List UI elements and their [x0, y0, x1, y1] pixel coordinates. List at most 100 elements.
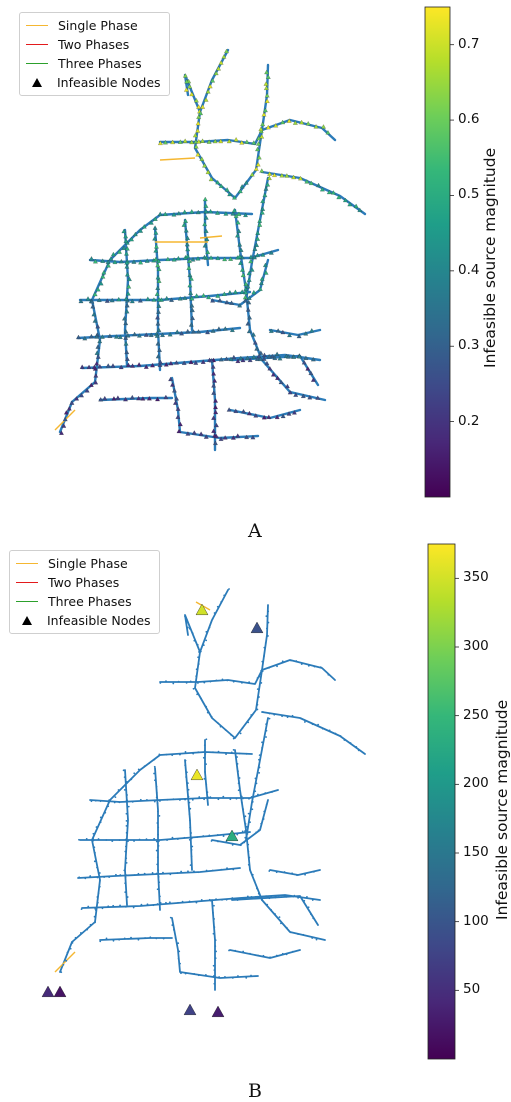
network-node [230, 751, 233, 754]
network-node [250, 795, 253, 798]
network-node [263, 655, 265, 657]
infeasible-node-marker [111, 396, 117, 401]
infeasible-node-marker [155, 262, 161, 268]
network-node [190, 832, 193, 834]
colorbar [424, 6, 451, 498]
network-node [215, 950, 217, 953]
infeasible-node-marker [109, 297, 115, 303]
infeasible-node-marker [177, 421, 183, 427]
network-node [265, 736, 267, 738]
infeasible-node-marker [201, 292, 206, 298]
infeasible-node-marker [226, 407, 232, 412]
network-node [188, 838, 191, 841]
network-node [153, 758, 156, 761]
network-node [92, 839, 95, 842]
network-node [209, 796, 212, 799]
network-node [205, 639, 208, 642]
infeasible-node-marker [241, 409, 246, 414]
network-node [280, 896, 283, 899]
feeder-line [230, 354, 320, 387]
infeasible-node-marker [309, 328, 315, 333]
infeasible-node-marker [192, 132, 198, 138]
colorbar-tick-label: 50 [463, 981, 481, 998]
network-node [203, 750, 206, 752]
network-node [159, 895, 161, 898]
network-node [231, 897, 234, 899]
infeasible-node-marker [255, 146, 260, 152]
network-node [216, 605, 219, 608]
network-node [191, 845, 194, 848]
network-node [217, 750, 220, 753]
infeasible-node-marker [190, 307, 195, 313]
infeasible-node-marker [202, 196, 208, 202]
infeasible-node-marker [218, 183, 224, 188]
network-node [65, 959, 68, 962]
network-node [172, 928, 175, 931]
network-node [212, 911, 214, 914]
infeasible-node-marker [98, 281, 104, 286]
legend-label: Two Phases [58, 37, 130, 52]
network-node [155, 872, 158, 875]
infeasible-node-marker [238, 355, 244, 361]
network-node [283, 871, 286, 873]
infeasible-node-marker [205, 169, 211, 174]
network-node [177, 680, 180, 683]
infeasible-node-marker [130, 363, 135, 368]
network-node [203, 777, 206, 780]
triangle-icon [22, 616, 32, 625]
network-node [124, 845, 127, 848]
infeasible-node-marker [218, 60, 224, 65]
infeasible-node-marker [260, 121, 265, 127]
network-node [118, 801, 121, 804]
infeasible-node-marker [193, 98, 199, 103]
infeasible-node-marker [245, 284, 251, 289]
feeder-line [184, 614, 201, 653]
network-node [137, 872, 140, 875]
network-node [186, 619, 188, 622]
infeasible-node-marker [224, 299, 230, 305]
network-node [218, 976, 221, 978]
infeasible-node-marker [285, 383, 290, 389]
infeasible-node-marker [193, 144, 199, 149]
infeasible-node-marker [202, 221, 208, 227]
infeasible-node-marker [141, 224, 147, 229]
network-node [85, 837, 88, 840]
network-node [197, 663, 200, 665]
infeasible-node-marker [200, 138, 205, 143]
network-node [124, 891, 127, 894]
network-node [249, 821, 251, 824]
infeasible-node-marker [255, 230, 261, 235]
legend-label: Infeasible Nodes [47, 613, 151, 628]
infeasible-node-marker [185, 431, 191, 436]
infeasible-node-marker [203, 434, 209, 439]
network-node [245, 752, 248, 755]
network-node [188, 900, 191, 903]
infeasible-node-marker [147, 396, 152, 401]
infeasible-node-marker [258, 356, 263, 361]
network-node [80, 908, 83, 911]
network-node [124, 838, 127, 841]
network-node [89, 923, 92, 926]
legend-item-single-phase: Single Phase [26, 16, 161, 35]
infeasible-node-marker [154, 333, 160, 338]
infeasible-node-marker [279, 173, 285, 178]
infeasible-node-marker [195, 209, 201, 215]
feeder-line [193, 48, 270, 200]
network-node [270, 895, 273, 898]
infeasible-node-marker [184, 87, 189, 92]
network-node [257, 954, 260, 957]
network-node [205, 869, 208, 872]
infeasible-node-marker [202, 163, 207, 168]
infeasible-node-marker [263, 270, 269, 275]
infeasible-node-marker [148, 332, 154, 337]
network-node [107, 800, 110, 803]
network-node [349, 742, 352, 744]
feeder-line [260, 170, 367, 216]
network-node [154, 779, 156, 782]
network-node [125, 799, 128, 802]
network-node [221, 898, 223, 901]
network-node [281, 660, 284, 663]
network-node [188, 801, 191, 804]
network-node [198, 796, 201, 798]
infeasible-node-marker [124, 303, 130, 308]
